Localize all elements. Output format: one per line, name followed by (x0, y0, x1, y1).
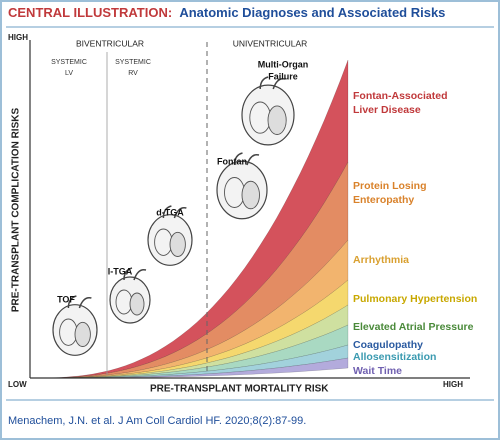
heart-sketch (52, 295, 98, 356)
heart-vessel (233, 152, 260, 166)
label-line: Arrhythmia (353, 254, 409, 266)
label-line: Protein Losing (353, 180, 427, 192)
plot (30, 59, 349, 379)
label-line: TOF (57, 294, 75, 304)
label-line: Coagulopathy (353, 339, 423, 351)
label-line: Enteropathy (353, 194, 414, 206)
label-line: SYSTEMIC (51, 59, 87, 66)
label-line: Wait Time (353, 365, 402, 377)
label-line: d-TGA (156, 207, 184, 217)
label-line: Elevated Atrial Pressure (353, 321, 474, 333)
citation: Menachem, J.N. et al. J Am Coll Cardiol … (8, 415, 306, 427)
title-text: Anatomic Diagnoses and Associated Risks (179, 5, 445, 20)
group-label: BIVENTRICULAR (76, 38, 144, 48)
x-low: LOW (8, 380, 27, 389)
heart-sketch (216, 152, 268, 220)
label-line: Pulmonary Hypertension (353, 293, 477, 305)
y-high: HIGH (8, 33, 28, 42)
x-high: HIGH (443, 380, 463, 389)
title-label: CENTRAL ILLUSTRATION: (8, 5, 172, 20)
group-label: UNIVENTRICULAR (233, 38, 308, 48)
label-line: RV (128, 70, 138, 77)
x-axis-label: PRE-TRANSPLANT MORTALITY RISK (150, 384, 329, 395)
label-line: LV (65, 70, 73, 77)
label-line: Failure (268, 71, 298, 81)
heart-chamber (129, 292, 145, 316)
y-axis-label: PRE-TRANSPLANT COMPLICATION RISKS (11, 108, 22, 313)
heart-chamber (74, 321, 91, 347)
heart-sketch (241, 76, 295, 146)
heart-sketch (147, 205, 193, 266)
label-line: Multi-Organ (258, 59, 309, 69)
label-line: Fontan (217, 156, 247, 166)
heart-vessel (67, 295, 92, 309)
heart-vessel (123, 267, 147, 281)
heart-chamber (241, 180, 260, 210)
heart-vessel (259, 76, 286, 90)
label-line: SYSTEMIC (115, 59, 151, 66)
label-line: Allosensitization (353, 351, 436, 363)
label-line: Liver Disease (353, 104, 421, 116)
title: CENTRAL ILLUSTRATION: Anatomic Diagnoses… (8, 5, 445, 20)
heart-vessel (162, 205, 187, 219)
label-line: l-TGA (108, 266, 133, 276)
heart-chamber (169, 231, 186, 257)
heart-sketch (109, 267, 151, 324)
label-line: Fontan-Associated (353, 90, 448, 102)
heart-chamber (267, 105, 287, 135)
